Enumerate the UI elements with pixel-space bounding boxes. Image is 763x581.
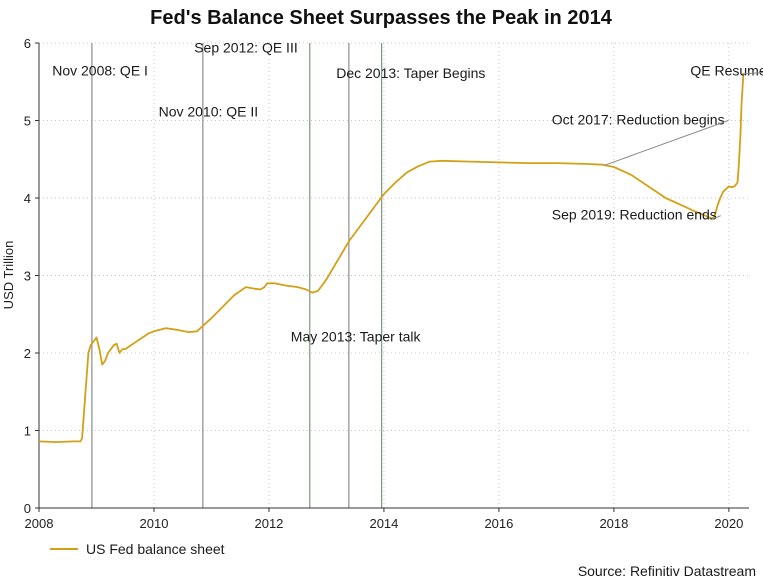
annotation-label: Sep 2012: QE III [194,39,298,55]
x-tick-label: 2014 [369,516,398,531]
y-tick-label: 5 [24,114,31,129]
annotation-label: May 2013: Taper talk [291,328,422,344]
annotation-label: Oct 2017: Reduction begins [552,111,725,127]
x-tick-label: 2010 [140,516,169,531]
annotation-label: Nov 2008: QE I [52,63,148,79]
annotations: Nov 2008: QE I Sep 2012: QE III Nov 2010: … [52,39,763,344]
annotation-pointer [742,72,763,75]
axes: 0 1 2 3 4 5 6 2008 2010 2012 2014 2016 2018 2020 [24,36,749,531]
y-tick-label: 1 [24,424,31,439]
chart-title: Fed's Balance Sheet Surpasses the Peak i… [150,7,613,29]
x-tick-label: 2018 [599,516,628,531]
x-tick-label: 2020 [714,516,743,531]
event-lines [91,43,383,508]
legend-label: US Fed balance sheet [86,541,225,557]
annotation-pointer [710,215,722,221]
annotation-label: Dec 2013: Taper Begins [336,65,485,81]
x-tick-label: 2008 [25,516,54,531]
annotation-label: QE Resumes [690,63,763,79]
y-axis-label: USD Trillion [1,241,16,310]
x-tick-label: 2012 [254,516,283,531]
annotation-label: Sep 2019: Reduction ends [552,207,717,223]
y-tick-label: 0 [24,501,31,516]
y-tick-label: 4 [24,191,31,206]
y-tick-label: 2 [24,346,31,361]
y-tick-label: 3 [24,269,31,284]
grid [39,42,749,508]
y-tick-label: 6 [24,36,31,51]
annotation-label: Nov 2010: QE II [159,104,259,120]
source-note: Source: Refinitiv Datastream [578,563,756,579]
series [38,75,745,443]
series-line-fed-balance-sheet [38,75,745,443]
x-tick-label: 2016 [484,516,513,531]
legend: US Fed balance sheet [50,541,225,557]
annotation-pointer [603,119,729,166]
